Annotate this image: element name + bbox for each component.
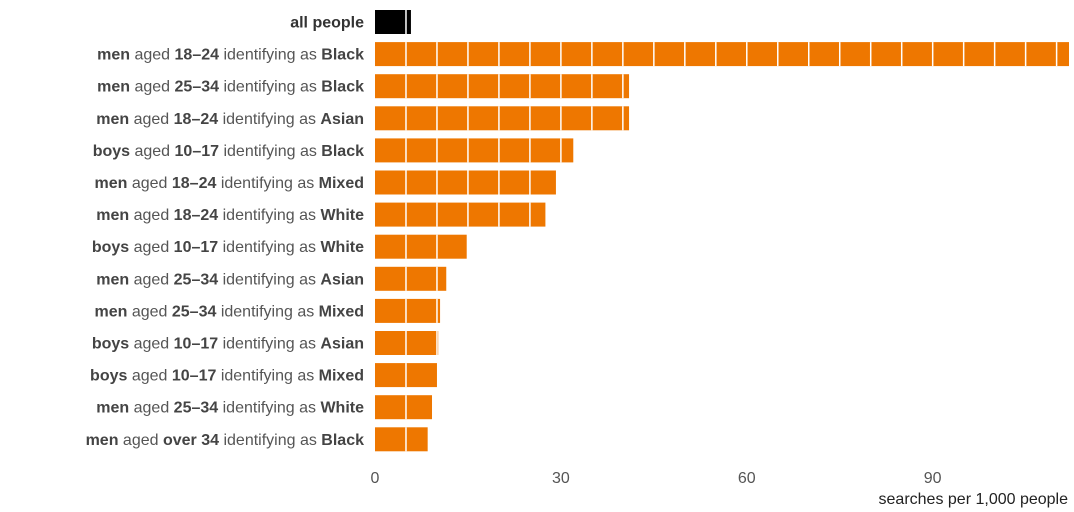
category-label: boys aged 10–17 identifying as White	[92, 239, 364, 256]
x-axis: 0 30 60 90	[371, 470, 942, 487]
category-label: men aged 18–24 identifying as Mixed	[94, 175, 364, 192]
bars	[375, 10, 1069, 452]
x-tick-label: 0	[371, 470, 380, 487]
category-labels: all people men aged 18–24 identifying as …	[86, 15, 365, 449]
category-label: men aged 25–34 identifying as Asian	[96, 271, 364, 288]
category-label: men aged over 34 identifying as Black	[86, 432, 365, 449]
category-label: men aged 25–34 identifying as Black	[97, 79, 364, 96]
category-label: men aged 25–34 identifying as White	[96, 400, 364, 417]
bar	[375, 395, 433, 420]
category-label: men aged 25–34 identifying as Mixed	[94, 303, 364, 320]
x-tick-label: 60	[738, 470, 756, 487]
category-label: men aged 18–24 identifying as Black	[97, 47, 364, 64]
bar	[375, 298, 441, 323]
bar	[375, 202, 546, 227]
bar	[375, 170, 556, 195]
bar	[375, 74, 630, 99]
bar	[375, 266, 447, 291]
category-label: all people	[290, 15, 364, 32]
category-label: boys aged 10–17 identifying as Black	[93, 143, 364, 160]
bar	[375, 106, 630, 131]
x-tick-label: 90	[924, 470, 942, 487]
category-label: boys aged 10–17 identifying as Mixed	[90, 368, 364, 385]
category-label: men aged 18–24 identifying as White	[96, 207, 364, 224]
x-tick-label: 30	[552, 470, 570, 487]
bar	[375, 234, 467, 259]
category-label: men aged 18–24 identifying as Asian	[96, 111, 364, 128]
bar	[375, 427, 428, 452]
bar	[375, 10, 411, 34]
category-label: boys aged 10–17 identifying as Asian	[92, 336, 364, 353]
bar	[375, 138, 574, 163]
bar	[375, 42, 1069, 67]
x-axis-title: searches per 1,000 people	[879, 491, 1069, 508]
